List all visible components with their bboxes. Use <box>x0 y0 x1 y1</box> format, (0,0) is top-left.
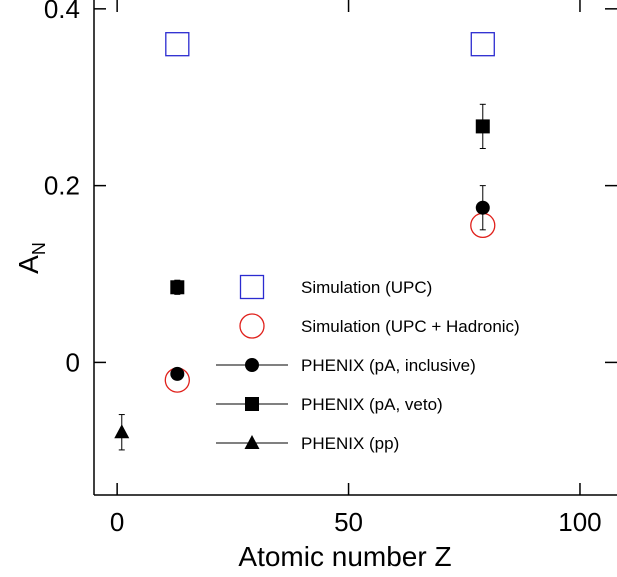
legend-marker-4 <box>244 435 260 449</box>
axis-ticks: 0 0.2 0.4 0 50 100 <box>44 0 617 537</box>
data-point-series-0-0 <box>165 32 190 57</box>
data-point-series-3-0 <box>170 280 185 295</box>
legend-label-3: PHENIX (pA, veto) <box>301 395 443 414</box>
x-tick-label-1: 50 <box>334 507 363 537</box>
data-marks <box>114 32 496 451</box>
y-tick-label-1: 0.2 <box>44 171 80 201</box>
y-axis-title-sub: N <box>29 242 49 255</box>
svg-text:AN: AN <box>13 242 49 274</box>
legend-label-1: Simulation (UPC + Hadronic) <box>301 317 520 336</box>
x-axis-title: Atomic number Z <box>238 541 451 572</box>
data-point-series-0-1 <box>470 32 495 57</box>
legend-marker-0 <box>239 274 265 300</box>
legend-label-0: Simulation (UPC) <box>301 278 432 297</box>
legend-label-4: PHENIX (pp) <box>301 434 399 453</box>
legend-marker-1 <box>239 313 265 339</box>
data-point-series-3-1 <box>475 119 490 134</box>
legend-marker-3 <box>245 397 259 411</box>
x-tick-label-0: 0 <box>110 507 124 537</box>
y-tick-label-2: 0.4 <box>44 0 80 24</box>
y-tick-label-0: 0 <box>66 347 80 377</box>
data-point-series-4-0 <box>114 424 130 439</box>
data-point-series-2-1 <box>475 200 490 215</box>
y-axis-title: AN <box>13 242 49 274</box>
data-point-series-2-0 <box>170 366 185 381</box>
y-axis-title-main: A <box>13 255 44 274</box>
legend-marker-2 <box>245 358 259 372</box>
legend-label-2: PHENIX (pA, inclusive) <box>301 356 476 375</box>
plot-frame <box>93 0 617 496</box>
legend: Simulation (UPC) Simulation (UPC + Hadron… <box>216 274 520 453</box>
x-tick-label-2: 100 <box>558 507 601 537</box>
